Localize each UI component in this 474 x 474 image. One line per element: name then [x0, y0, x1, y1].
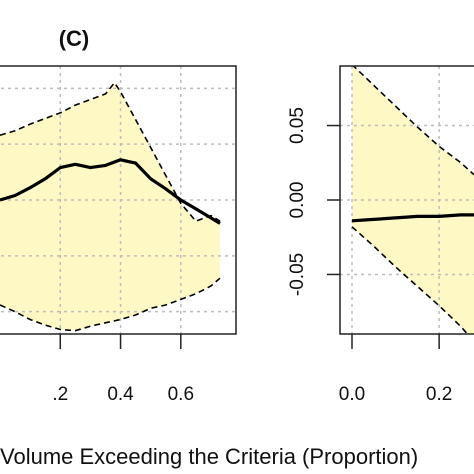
y-tick-label-d-1: 0.00 [287, 182, 308, 219]
lower-bound-line-c [0, 277, 221, 332]
plot-frame-c [0, 65, 237, 335]
y-tick-label-d-2: 0.05 [287, 107, 308, 144]
plot-area-c [0, 66, 236, 334]
y-tick-label-d-0: -0.05 [287, 253, 308, 296]
confidence-band-d [352, 66, 474, 334]
panel-c: .2 0.4 0.6 [0, 65, 237, 405]
panel-d: 0.0 0.2 -0.05 0.00 0.05 [287, 65, 474, 405]
x-tick-label-c-0: .2 [52, 384, 68, 405]
confidence-band-c [0, 82, 220, 331]
x-tick-label-c-2: 0.6 [168, 384, 194, 405]
x-tick-label-d-1: 0.2 [426, 384, 452, 405]
panel-label-c: (C) [59, 26, 90, 51]
upper-bound-line-d [352, 66, 474, 176]
x-axis-label: Volume Exceeding the Criteria (Proportio… [0, 444, 418, 469]
estimate-line-c [0, 158, 221, 225]
plot-area-d [340, 66, 474, 334]
estimate-line-d [351, 213, 474, 223]
x-tick-label-d-0: 0.0 [339, 384, 365, 405]
x-tick-label-c-1: 0.4 [107, 384, 134, 405]
upper-bound-line-c [0, 81, 221, 223]
